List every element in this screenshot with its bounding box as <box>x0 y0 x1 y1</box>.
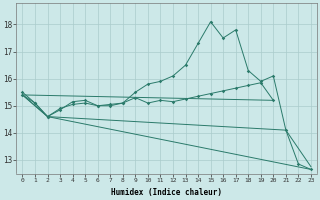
X-axis label: Humidex (Indice chaleur): Humidex (Indice chaleur) <box>111 188 222 197</box>
